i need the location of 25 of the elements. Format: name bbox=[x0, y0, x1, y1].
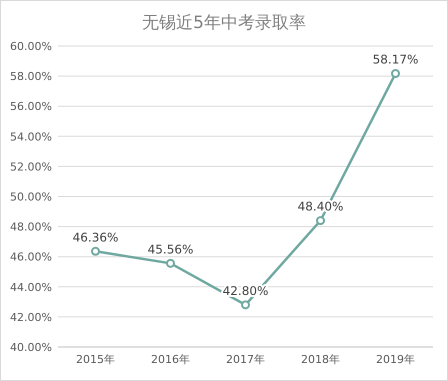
y-tick-label: 40.00% bbox=[10, 341, 52, 354]
y-tick-label: 54.00% bbox=[10, 130, 52, 144]
x-tick-label: 2019年 bbox=[376, 353, 415, 366]
y-tick-label: 60.00% bbox=[10, 40, 52, 53]
point bbox=[391, 69, 400, 78]
y-tick-label: 52.00% bbox=[10, 160, 52, 174]
point bbox=[91, 246, 100, 256]
chart-title: 无锡近5年中考录取率 bbox=[142, 13, 306, 33]
data-label: 46.36% bbox=[72, 230, 118, 244]
point bbox=[316, 216, 325, 226]
x-tick-label: 2016年 bbox=[151, 353, 190, 366]
x-tick-label: 2015年 bbox=[76, 353, 115, 366]
y-tick-label: 56.00% bbox=[10, 100, 52, 114]
y-tick-label: 46.00% bbox=[10, 250, 52, 264]
y-tick-label: 58.00% bbox=[10, 70, 52, 84]
point bbox=[241, 300, 250, 310]
x-tick-label: 2017年 bbox=[226, 353, 265, 366]
y-tick-label: 42.00% bbox=[10, 310, 52, 324]
y-tick-label: 44.00% bbox=[10, 280, 52, 294]
y-tick-label: 50.00% bbox=[10, 190, 52, 204]
y-tick-label: 48.00% bbox=[10, 220, 52, 234]
data-label: 58.17% bbox=[372, 52, 418, 67]
point bbox=[166, 258, 175, 268]
data-label: 45.56% bbox=[148, 242, 194, 256]
x-tick-label: 2018年 bbox=[301, 353, 340, 366]
